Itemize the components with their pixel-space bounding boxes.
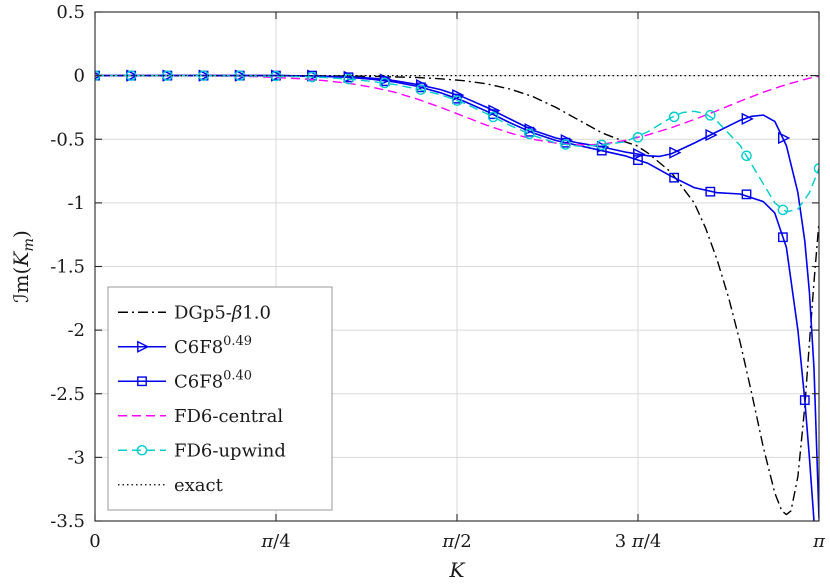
circle-marker bbox=[524, 128, 535, 140]
y-axis-label: ℐm(Km) bbox=[9, 230, 37, 303]
circle-marker bbox=[668, 111, 680, 123]
y-tick-labels: 0.5 0 -0.5 -1 -1.5 -2 -2.5 -3 -3.5 bbox=[50, 2, 85, 532]
x-tick-label: π bbox=[812, 531, 826, 552]
y-tick-label: -3 bbox=[67, 447, 85, 468]
square-marker bbox=[705, 186, 716, 197]
y-tick-label: -1.5 bbox=[50, 257, 85, 278]
circle-marker bbox=[487, 111, 499, 123]
curve-C6F8-0.40 bbox=[95, 74, 815, 521]
circle-marker bbox=[136, 444, 148, 456]
square-marker bbox=[633, 155, 643, 166]
square-marker bbox=[596, 145, 607, 156]
triangle-right-marker bbox=[778, 131, 791, 145]
curves bbox=[95, 69, 819, 521]
triangle-right-marker bbox=[633, 148, 646, 161]
circle-marker bbox=[379, 77, 390, 89]
circle-marker bbox=[632, 132, 644, 143]
circle-marker bbox=[343, 73, 354, 85]
y-tick-label: 0.5 bbox=[56, 2, 85, 23]
square-marker bbox=[669, 172, 680, 183]
legend-entry-label: exact bbox=[174, 475, 224, 496]
y-tick-label: 0 bbox=[74, 66, 85, 87]
triangle-right-marker bbox=[137, 340, 150, 353]
curve-C6F8-0.49 bbox=[95, 74, 819, 519]
legend-entry-label: FD6-upwind bbox=[174, 440, 286, 461]
x-axis-label: K bbox=[449, 558, 466, 582]
tick-marks bbox=[94, 11, 820, 522]
circle-marker bbox=[741, 150, 752, 162]
circle-marker bbox=[415, 84, 427, 95]
circle-marker bbox=[560, 139, 571, 150]
x-tick-label: 3 π/4 bbox=[615, 531, 662, 552]
square-marker bbox=[799, 395, 810, 406]
square-marker bbox=[778, 232, 788, 243]
legend: DGp5-β1.0 C6F80.49 C6F80.40 FD6-central FD6-… bbox=[107, 286, 333, 511]
x-tick-label: 0 bbox=[89, 531, 100, 552]
legend-entry-label: C6F80.40 bbox=[174, 369, 252, 393]
y-tick-label: -3.5 bbox=[50, 511, 85, 532]
square-marker bbox=[741, 189, 752, 200]
y-tick-label: -0.5 bbox=[50, 129, 85, 150]
circle-marker bbox=[777, 204, 789, 216]
circle-marker bbox=[596, 139, 608, 151]
x-tick-label: π/2 bbox=[441, 531, 471, 552]
y-tick-label: -1 bbox=[67, 193, 85, 214]
triangle-right-marker bbox=[95, 71, 103, 80]
circle-marker bbox=[813, 163, 819, 174]
legend-entry-label: FD6-central bbox=[174, 406, 283, 427]
y-tick-label: -2.5 bbox=[50, 384, 85, 405]
x-tick-labels: 0 π/4 π/2 3 π/4 π bbox=[89, 531, 826, 552]
legend-entry-label: C6F80.49 bbox=[174, 334, 252, 358]
legend-box bbox=[107, 286, 333, 511]
triangle-right-marker bbox=[669, 146, 682, 159]
circle-marker bbox=[306, 71, 318, 83]
circle-marker bbox=[705, 110, 716, 121]
triangle-right-marker bbox=[705, 128, 718, 142]
circle-marker bbox=[451, 95, 463, 106]
curve-FD6-upwind bbox=[95, 74, 819, 213]
triangle-right-marker bbox=[741, 112, 754, 126]
x-tick-label: π/4 bbox=[260, 531, 290, 552]
curve-FD6-central bbox=[95, 74, 819, 146]
curve-DGp5-beta1.0 bbox=[95, 74, 819, 516]
axis-labels: K ℐm(Km) bbox=[9, 230, 466, 582]
legend-entry-label: DGp5-β1.0 bbox=[174, 302, 271, 323]
square-marker bbox=[137, 376, 147, 387]
y-tick-label: -2 bbox=[67, 320, 85, 341]
